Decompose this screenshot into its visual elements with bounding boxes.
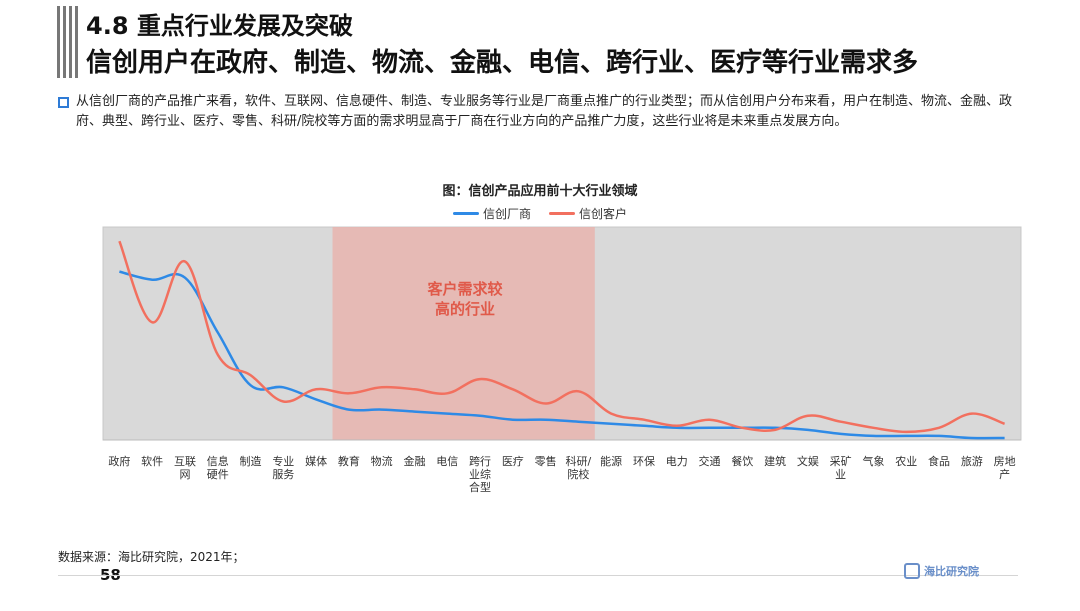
legend-label-vendor: 信创厂商 (482, 207, 531, 221)
chart-legend: 信创厂商 信创客户 (0, 205, 1080, 222)
highlight-region (332, 227, 595, 440)
legend-label-customer: 信创客户 (579, 207, 628, 221)
page-headline: 信创用户在政府、制造、物流、金融、电信、跨行业、医疗等行业需求多 (86, 48, 919, 78)
bullet-square-icon (58, 97, 69, 108)
title-decoration (57, 6, 81, 78)
x-tick-label: 文娱 (797, 454, 819, 468)
footer-divider (58, 575, 1018, 576)
x-tick-label: 电信 (436, 455, 458, 468)
x-tick-label: 房地产 (994, 455, 1016, 481)
section-title: 4.8 重点行业发展及突破 (86, 12, 353, 40)
x-tick-label: 科研/院校 (566, 454, 592, 481)
x-tick-label: 环保 (633, 454, 655, 468)
legend-swatch-vendor (452, 212, 479, 215)
x-tick-label: 金融 (403, 454, 425, 468)
x-tick-label: 食品 (928, 454, 950, 468)
x-tick-label: 制造 (240, 454, 262, 468)
x-tick-label: 餐饮 (731, 454, 753, 468)
x-tick-label: 建筑 (764, 454, 786, 468)
footer-logo: 海比研究院 (904, 563, 979, 579)
x-tick-label: 跨行业综合型 (469, 455, 491, 494)
x-tick-label: 气象 (862, 454, 884, 468)
x-tick-label: 医疗 (502, 454, 524, 468)
x-tick-label: 采矿业 (830, 455, 852, 481)
x-tick-label: 教育 (338, 454, 360, 468)
legend-item-vendor: 信创厂商 (452, 205, 531, 222)
legend-item-customer: 信创客户 (549, 205, 627, 222)
x-tick-label: 交通 (699, 454, 721, 468)
x-tick-label: 媒体 (305, 454, 327, 468)
description-text: 从信创厂商的产品推广来看，软件、互联网、信息硬件、制造、专业服务等行业是厂商重点… (76, 94, 1013, 129)
x-tick-label: 物流 (371, 454, 393, 468)
x-tick-label: 能源 (600, 454, 622, 468)
logo-icon (904, 563, 920, 579)
x-tick-label: 专业服务 (272, 454, 294, 481)
x-tick-label: 农业 (895, 454, 917, 468)
x-tick-label: 电力 (666, 455, 688, 468)
x-tick-label: 政府 (108, 454, 130, 468)
x-tick-label: 软件 (141, 454, 163, 468)
x-tick-label: 信息硬件 (207, 454, 229, 481)
x-tick-label: 互联网 (174, 455, 196, 481)
x-tick-label: 零售 (535, 454, 557, 468)
chart-title: 图：信创产品应用前十大行业领域 (442, 184, 638, 199)
highlight-label: 客户需求较 高的行业 (330, 279, 600, 319)
series-line-customer (118, 240, 1006, 434)
legend-swatch-customer (549, 212, 575, 215)
logo-text: 海比研究院 (924, 565, 979, 578)
series-line-vendor (119, 270, 1005, 440)
highlight-label-line2: 高的行业 (434, 300, 495, 318)
highlight-label-line1: 客户需求较 (427, 280, 503, 298)
x-tick-label: 旅游 (961, 454, 983, 468)
data-source: 数据来源：海比研究院，2021年； (58, 550, 245, 564)
